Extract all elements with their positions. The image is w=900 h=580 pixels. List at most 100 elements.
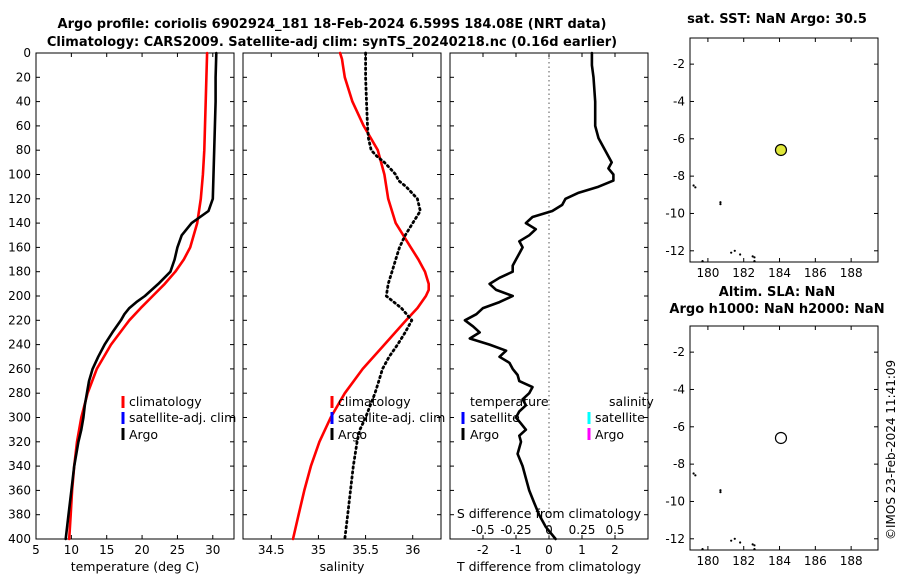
depth-tick-label: 320 — [8, 435, 31, 449]
temp-legend-climatology: climatology — [129, 394, 202, 409]
x-tick-label: 2 — [611, 543, 619, 557]
salinity-x-axis: 34.5 35 35.5 36 — [258, 53, 420, 557]
x-tick-label: 36 — [405, 543, 420, 557]
coast-point — [719, 491, 722, 494]
x-tick-label: 0 — [545, 543, 553, 557]
x-tick-label: 10 — [64, 543, 79, 557]
temp-legend-satellite-adj-clim: satellite-adj. clim — [129, 410, 236, 425]
salinity-panel-frame — [242, 52, 442, 540]
coast-point — [753, 256, 756, 259]
map-y-tick-label: -4 — [673, 94, 685, 108]
coast-point — [753, 544, 756, 547]
series-line-argo — [343, 51, 422, 541]
map-y-tick-label: -2 — [673, 345, 685, 359]
sla-map-float-marker — [774, 431, 788, 445]
coast-point — [730, 251, 733, 254]
sla-map-coast — [692, 472, 756, 551]
temp-legend-argo: Argo — [129, 427, 158, 442]
coast-point — [694, 474, 697, 477]
sla-map-title-line2: Argo h1000: NaN h2000: NaN — [669, 302, 884, 317]
top-x-tick-label: -0.25 — [500, 523, 531, 537]
series-line-climatology — [67, 51, 209, 541]
coast-point — [694, 186, 697, 189]
map-y-tick-label: -8 — [673, 457, 685, 471]
sst-map-title: sat. SST: NaN Argo: 30.5 — [687, 12, 867, 27]
difference-panel: -2 -1 0 1 2 -0.5 -0.25 0 0.25 0.5 S difference f… — [449, 51, 654, 574]
sst-map-coast — [692, 184, 756, 263]
x-tick-label: 1 — [578, 543, 586, 557]
x-tick-label: 5 — [32, 543, 40, 557]
coast-point — [733, 537, 736, 540]
depth-tick-label: 260 — [8, 362, 31, 376]
coast-point — [701, 547, 704, 551]
depth-tick-label: 380 — [8, 508, 31, 522]
series-line-t-difference-argo-climatology- — [463, 51, 615, 541]
map-x-tick-label: 188 — [840, 266, 863, 280]
series-line-climatology — [291, 51, 431, 541]
temperature-series — [64, 51, 218, 541]
map-x-tick-label: 188 — [840, 554, 863, 568]
depth-tick-label: 140 — [8, 216, 31, 230]
x-tick-label: 34.5 — [258, 543, 285, 557]
x-tick-label: 15 — [99, 543, 114, 557]
figure-title-line1: Argo profile: coriolis 6902924_181 18-Fe… — [58, 17, 607, 32]
top-x-tick-label: -0.5 — [471, 523, 494, 537]
coast-point — [701, 259, 704, 263]
coast-point — [739, 253, 742, 256]
depth-tick-label: 160 — [8, 240, 31, 254]
sst-map-float-marker — [774, 143, 788, 157]
map-x-tick-label: 186 — [804, 554, 827, 568]
sal-legend-climatology: climatology — [338, 394, 411, 409]
map-y-tick-label: -6 — [673, 132, 685, 146]
map-y-tick-label: -12 — [665, 244, 685, 258]
diff-legend-temperature-header: temperature — [470, 394, 549, 409]
coast-point — [739, 541, 742, 544]
salinity-series — [291, 51, 431, 541]
map-x-tick-label: 184 — [768, 554, 791, 568]
series-line-argo — [64, 51, 218, 541]
coast-point — [753, 547, 756, 551]
difference-legend: temperature satellite Argo salinity sate… — [461, 394, 654, 442]
x-tick-label: -2 — [477, 543, 489, 557]
x-tick-label: 25 — [170, 543, 185, 557]
salinity-xlabel: salinity — [320, 559, 365, 574]
coast-point — [751, 255, 754, 258]
sst-map-axes: 180 182 184 186 188 -2 -4 -6 -8 -10 -12 — [665, 38, 878, 280]
x-tick-label: 35.5 — [352, 543, 379, 557]
sla-map-panel: Altim. SLA: NaN Argo h1000: NaN h2000: N… — [665, 285, 884, 568]
x-tick-label: -1 — [510, 543, 522, 557]
temperature-x-axis: 5 10 15 20 25 30 — [32, 53, 220, 557]
diff-legend-sal-argo: Argo — [595, 427, 624, 442]
temperature-panel: 0 20 40 60 80 100 120 140 160 180 200 220 240 260 280 3… — [8, 46, 236, 574]
depth-tick-label: 280 — [8, 386, 31, 400]
map-x-tick-label: 186 — [804, 266, 827, 280]
depth-tick-label: 220 — [8, 313, 31, 327]
map-y-tick-label: -8 — [673, 169, 685, 183]
x-tick-label: 30 — [205, 543, 220, 557]
temperature-xlabel: temperature (deg C) — [71, 559, 200, 574]
salinity-y-ticks — [243, 52, 441, 540]
map-y-tick-label: -10 — [665, 206, 685, 220]
coast-point — [719, 203, 722, 206]
depth-axis: 0 20 40 60 80 100 120 140 160 180 200 220 240 260 280 3… — [8, 46, 234, 546]
salinity-panel: 34.5 35 35.5 36 salinity climatology satell… — [242, 51, 445, 574]
difference-x-axis: -2 -1 0 1 2 — [477, 53, 619, 557]
coast-point — [692, 184, 695, 187]
coast-point — [730, 539, 733, 542]
map-y-tick-label: -4 — [673, 382, 685, 396]
coast-point — [751, 543, 754, 546]
top-x-tick-label: 0.25 — [569, 523, 596, 537]
t-difference-xlabel: T difference from climatology — [456, 559, 642, 574]
depth-tick-label: 60 — [16, 119, 31, 133]
sla-map-title-line1: Altim. SLA: NaN — [719, 285, 835, 300]
difference-y-ticks — [450, 52, 648, 540]
depth-tick-label: 340 — [8, 459, 31, 473]
map-y-tick-label: -10 — [665, 494, 685, 508]
top-x-tick-label: 0.5 — [605, 523, 624, 537]
map-y-tick-label: -6 — [673, 420, 685, 434]
coast-point — [753, 259, 756, 263]
depth-tick-label: 40 — [16, 95, 31, 109]
coast-point — [719, 201, 722, 204]
sal-legend-argo: Argo — [338, 427, 367, 442]
sst-map-panel: sat. SST: NaN Argo: 30.5 180 182 184 186 188… — [665, 12, 879, 280]
